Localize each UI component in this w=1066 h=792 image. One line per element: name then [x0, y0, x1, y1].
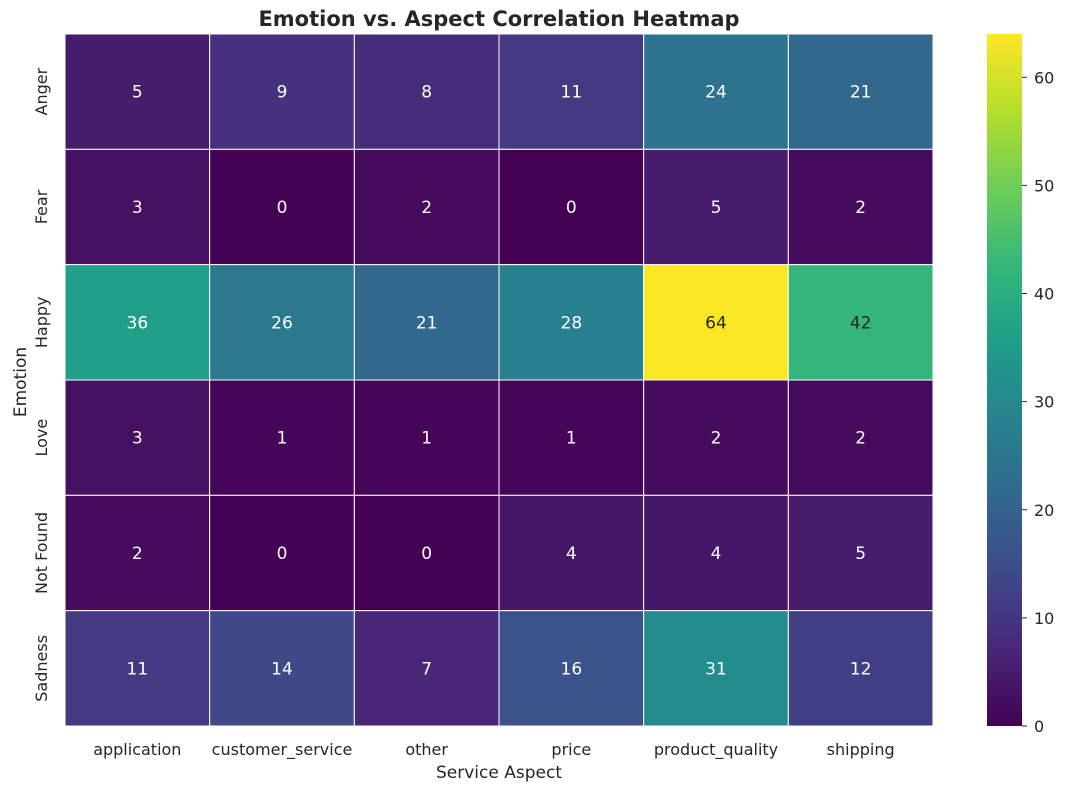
heatmap-cell [498, 379, 645, 496]
heatmap-cell [209, 148, 355, 266]
cell-value-label: 1 [566, 429, 577, 449]
heatmap-cell [787, 148, 934, 266]
colorbar-tick-label: 10 [1034, 609, 1054, 628]
cell-value-label: 3 [132, 429, 143, 449]
cell-value-label: 21 [416, 313, 438, 333]
cell-value-label: 21 [850, 83, 872, 103]
heatmap-cell [643, 610, 789, 727]
cell-value-label: 5 [711, 198, 722, 218]
cell-value-label: 11 [127, 659, 149, 679]
cell-value-label: 36 [127, 313, 149, 333]
heatmap-cell [64, 379, 211, 496]
cell-value-label: 2 [855, 198, 866, 218]
cell-value-label: 1 [277, 429, 288, 449]
cell-value-label: 14 [271, 659, 293, 679]
heatmap-cell [498, 148, 645, 266]
cell-value-label: 16 [561, 659, 583, 679]
cell-value-label: 7 [421, 659, 432, 679]
heatmap-cell [787, 379, 934, 496]
heatmap-cell [64, 610, 211, 727]
colorbar-tick-label: 0 [1034, 717, 1044, 736]
cell-value-label: 64 [705, 313, 727, 333]
heatmap-cell [787, 610, 934, 727]
cell-value-label: 2 [711, 429, 722, 449]
cell-value-label: 5 [132, 83, 143, 103]
heatmap-cell [353, 379, 500, 496]
heatmap-cells: 5 9 8 11 24 213 0 2 0 5 236 26 21 28 64 423 1 1 1 2 22 0 0 4 4 51… [64, 33, 934, 727]
heatmap-cell [64, 264, 211, 381]
cell-value-label: 42 [850, 313, 872, 333]
colorbar-tick-label: 20 [1034, 501, 1054, 520]
y-axis-label: Emotion [11, 347, 31, 417]
chart-title: Emotion vs. Aspect Correlation Heatmap [258, 7, 739, 31]
y-tick-label: Not Found [32, 512, 51, 594]
cell-value-label: 1 [421, 429, 432, 449]
heatmap-cell [209, 33, 355, 150]
y-tick-label: Sadness [32, 635, 51, 702]
cell-value-label: 8 [421, 83, 432, 103]
colorbar-tick-label: 60 [1034, 68, 1054, 87]
cell-value-label: 2 [132, 544, 143, 564]
colorbar-tick-label: 50 [1034, 176, 1054, 195]
cell-value-label: 2 [855, 429, 866, 449]
cell-value-label: 26 [271, 313, 293, 333]
heatmap-cell [498, 264, 645, 381]
heatmap-cell [643, 264, 789, 381]
x-tick-labels: application customer_service other price pro… [93, 740, 894, 760]
cell-value-label: 31 [705, 659, 727, 679]
heatmap-cell [353, 264, 500, 381]
colorbar-tick-label: 30 [1034, 393, 1054, 412]
cell-value-label: 4 [711, 544, 722, 564]
cell-value-label: 0 [277, 544, 288, 564]
x-tick-label: other [405, 740, 448, 759]
y-tick-label: Fear [32, 189, 51, 224]
heatmap-cell [353, 494, 500, 612]
heatmap-cell [787, 264, 934, 381]
cell-value-label: 2 [421, 198, 432, 218]
cell-value-label: 12 [850, 659, 872, 679]
y-tick-label: Anger [32, 67, 51, 115]
x-tick-label: application [93, 740, 181, 759]
cell-value-label: 0 [277, 198, 288, 218]
y-tick-label: Happy [32, 297, 51, 349]
cell-value-label: 3 [132, 198, 143, 218]
cell-value-label: 0 [421, 544, 432, 564]
cell-value-label: 11 [561, 83, 583, 103]
x-tick-label: customer_service [212, 740, 353, 760]
heatmap-cell [64, 33, 211, 150]
heatmap-cell [209, 379, 355, 496]
heatmap-cell [209, 264, 355, 381]
heatmap-cell [643, 379, 789, 496]
cell-value-label: 4 [566, 544, 577, 564]
heatmap-cell [787, 33, 934, 150]
x-axis-label: Service Aspect [436, 763, 562, 783]
heatmap-cell [787, 494, 934, 612]
heatmap-cell [643, 33, 789, 150]
x-tick-label: shipping [827, 740, 895, 759]
colorbar [987, 34, 1022, 726]
colorbar-ticks: 0 10 20 30 40 50 60 [1022, 68, 1054, 736]
y-tick-labels: Anger Fear Happy Love Not Found Sadness [32, 67, 51, 701]
cell-value-label: 28 [561, 313, 583, 333]
colorbar-tick-label: 40 [1034, 285, 1054, 304]
heatmap-cell [353, 33, 500, 150]
cell-value-label: 9 [277, 83, 288, 103]
x-tick-label: price [551, 740, 591, 759]
heatmap-cell [643, 494, 789, 612]
cell-value-label: 5 [855, 544, 866, 564]
heatmap-cell [498, 494, 645, 612]
heatmap-cell [64, 494, 211, 612]
x-tick-label: product_quality [654, 740, 778, 760]
heatmap-cell [498, 610, 645, 727]
y-tick-label: Love [32, 419, 51, 457]
heatmap-cell [498, 33, 645, 150]
cell-value-label: 24 [705, 83, 727, 103]
cell-value-label: 0 [566, 198, 577, 218]
